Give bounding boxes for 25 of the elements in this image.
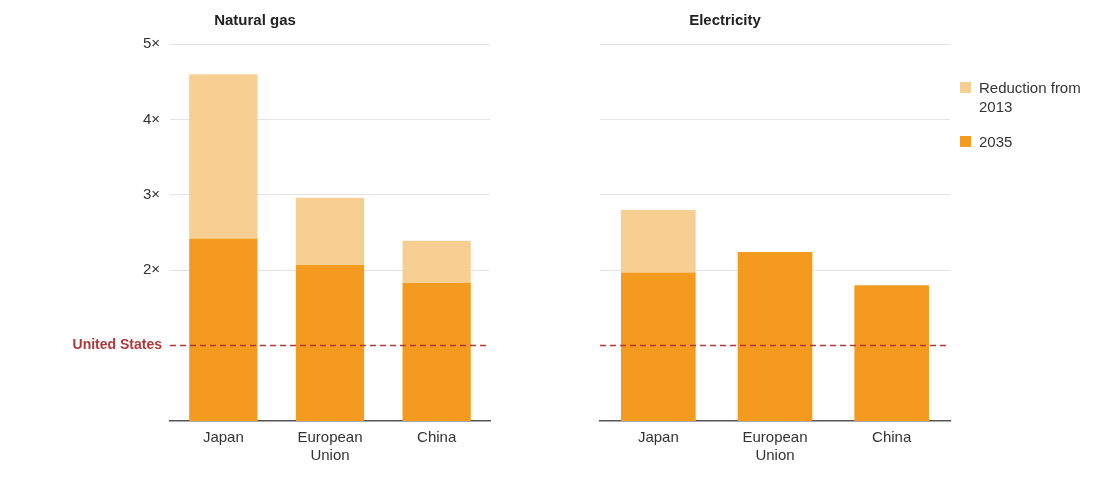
y-tick-label: 5×: [142, 34, 160, 52]
x-tick-label: Japan: [202, 428, 244, 446]
x-tick-label: Japan: [637, 428, 679, 446]
x-tick-label: European Union: [742, 428, 808, 464]
bar: [189, 74, 258, 239]
legend-label: Reduction from 2013: [979, 78, 1082, 116]
bar: [621, 209, 696, 273]
bar: [295, 197, 365, 265]
x-tick-label: China: [872, 428, 912, 446]
chart-title: Electricity: [689, 11, 762, 29]
chart-title: Natural gas: [214, 11, 296, 29]
legend-label: 2035: [979, 132, 1013, 151]
bar: [621, 272, 696, 421]
bar: [737, 252, 813, 421]
x-tick-label: European Union: [297, 428, 363, 464]
bar: [189, 238, 258, 421]
bar: [854, 285, 929, 421]
y-tick-label: 2×: [142, 260, 160, 278]
y-tick-label: 3×: [142, 184, 160, 202]
bar: [402, 283, 471, 421]
ref-line-label: United States: [72, 336, 163, 353]
bar: [402, 240, 471, 284]
x-tick-label: China: [417, 428, 457, 446]
y-tick-label: 4×: [142, 109, 160, 127]
bar: [295, 264, 365, 421]
